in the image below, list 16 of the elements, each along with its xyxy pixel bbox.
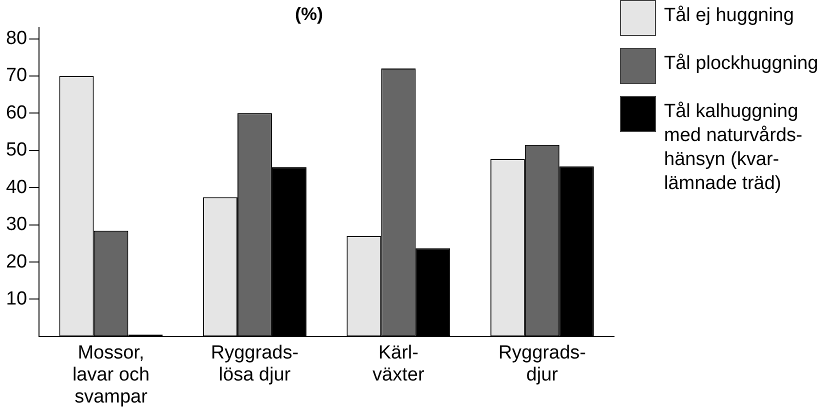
y-tick-label: 60 [6,102,28,124]
legend-label: Tål ej huggning [664,4,794,28]
y-tick-label: 10 [6,288,28,310]
y-tick-label: 70 [6,65,28,86]
x-tick-label: Ryggrads-djur [498,342,586,386]
x-tick-label: Ryggrads-lösa djur [210,342,299,386]
legend-label: Tål plockhuggning [664,52,818,76]
y-tick-label: 80 [6,28,28,49]
y-tick-label: 20 [6,251,28,272]
legend-label: Tål kalhuggning med naturvårds-hänsyn (kvar-lämnade träd) [664,100,804,196]
x-tick-label: Mossor, lavar och svampar [72,342,150,408]
chart-title: (%) [295,4,323,24]
y-tick-label: 40 [6,176,28,198]
x-tick-label: Kärl-växter [372,342,425,386]
y-tick-label: 30 [6,214,28,236]
y-tick-label: 50 [6,140,28,161]
